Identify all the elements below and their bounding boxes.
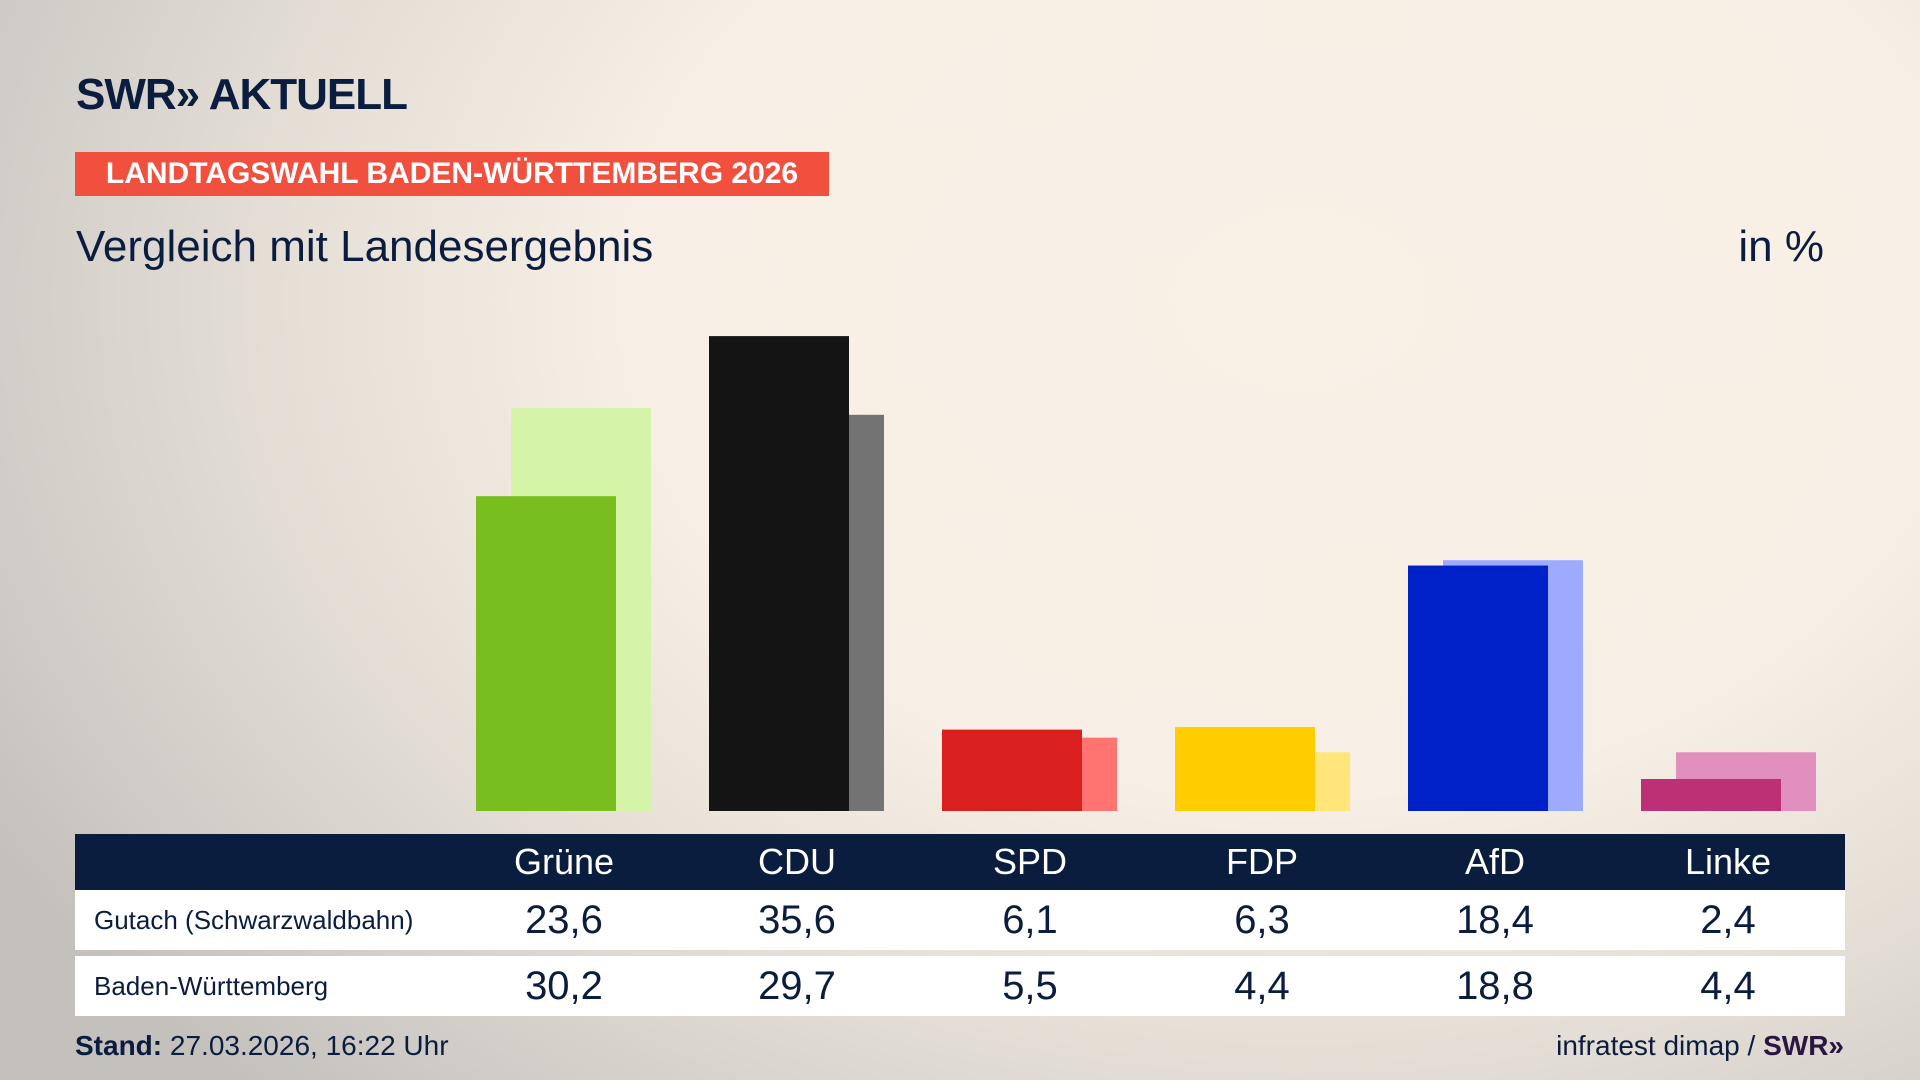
stand-value: 27.03.2026, 16:22 Uhr (169, 1030, 449, 1061)
table-cell: 29,7 (758, 964, 836, 1008)
table-row: Gutach (Schwarzwaldbahn) 23,6 35,6 6,1 6… (75, 890, 1845, 950)
table-cell: 4,4 (1700, 964, 1756, 1008)
table-cell: 6,1 (1002, 898, 1058, 942)
table-cell: 35,6 (758, 898, 836, 942)
table-cell: 4,4 (1234, 964, 1290, 1008)
header-spd: SPD (992, 841, 1068, 882)
table-cell: 30,2 (525, 964, 603, 1008)
stand-label: Stand: (75, 1030, 163, 1061)
table-cell: 18,8 (1456, 964, 1534, 1008)
timestamp: Stand: 27.03.2026, 16:22 Uhr (75, 1030, 449, 1062)
swr-logo: SWR» (1763, 1030, 1844, 1061)
table-row: Baden-Württemberg 30,2 29,7 5,5 4,4 18,8… (75, 956, 1845, 1016)
table-header: Grüne CDU SPD FDP AfD Linke (75, 834, 1845, 890)
row-label: Gutach (Schwarzwaldbahn) (94, 905, 414, 935)
row-label: Baden-Württemberg (94, 971, 329, 1001)
election-banner: LANDTAGSWAHL BADEN-WÜRTTEMBERG 2026 (75, 152, 829, 196)
header-afd: AfD (1464, 841, 1525, 882)
bar-chart (476, 336, 1816, 811)
bar-afd-gutach (1408, 565, 1548, 811)
table-cell: 23,6 (525, 898, 603, 942)
source: infratest dimap / SWR» (1556, 1030, 1844, 1062)
swr-aktuell-logo: SWR» AKTUELL (76, 70, 408, 119)
bar-cdu-gutach (709, 336, 849, 811)
bar-grne-gutach (476, 496, 616, 811)
table-cell: 5,5 (1002, 964, 1058, 1008)
table-cell: 6,3 (1234, 898, 1290, 942)
bar-spd-gutach (942, 729, 1082, 811)
table-cell: 18,4 (1456, 898, 1534, 942)
header-linke: Linke (1684, 841, 1772, 882)
header-cdu: CDU (758, 841, 836, 882)
bar-linke-gutach (1641, 778, 1781, 811)
unit-label: in % (1738, 222, 1824, 271)
bar-fdp-gutach (1175, 726, 1315, 811)
source-text: infratest dimap / (1556, 1030, 1756, 1061)
header-gruene: Grüne (513, 841, 615, 882)
header-fdp: FDP (1226, 841, 1298, 882)
chart-title: Vergleich mit Landesergebnis (76, 222, 654, 271)
table-cell: 2,4 (1700, 898, 1756, 942)
results-table: Grüne CDU SPD FDP AfD Linke Gutach (Schw… (75, 834, 1845, 1016)
